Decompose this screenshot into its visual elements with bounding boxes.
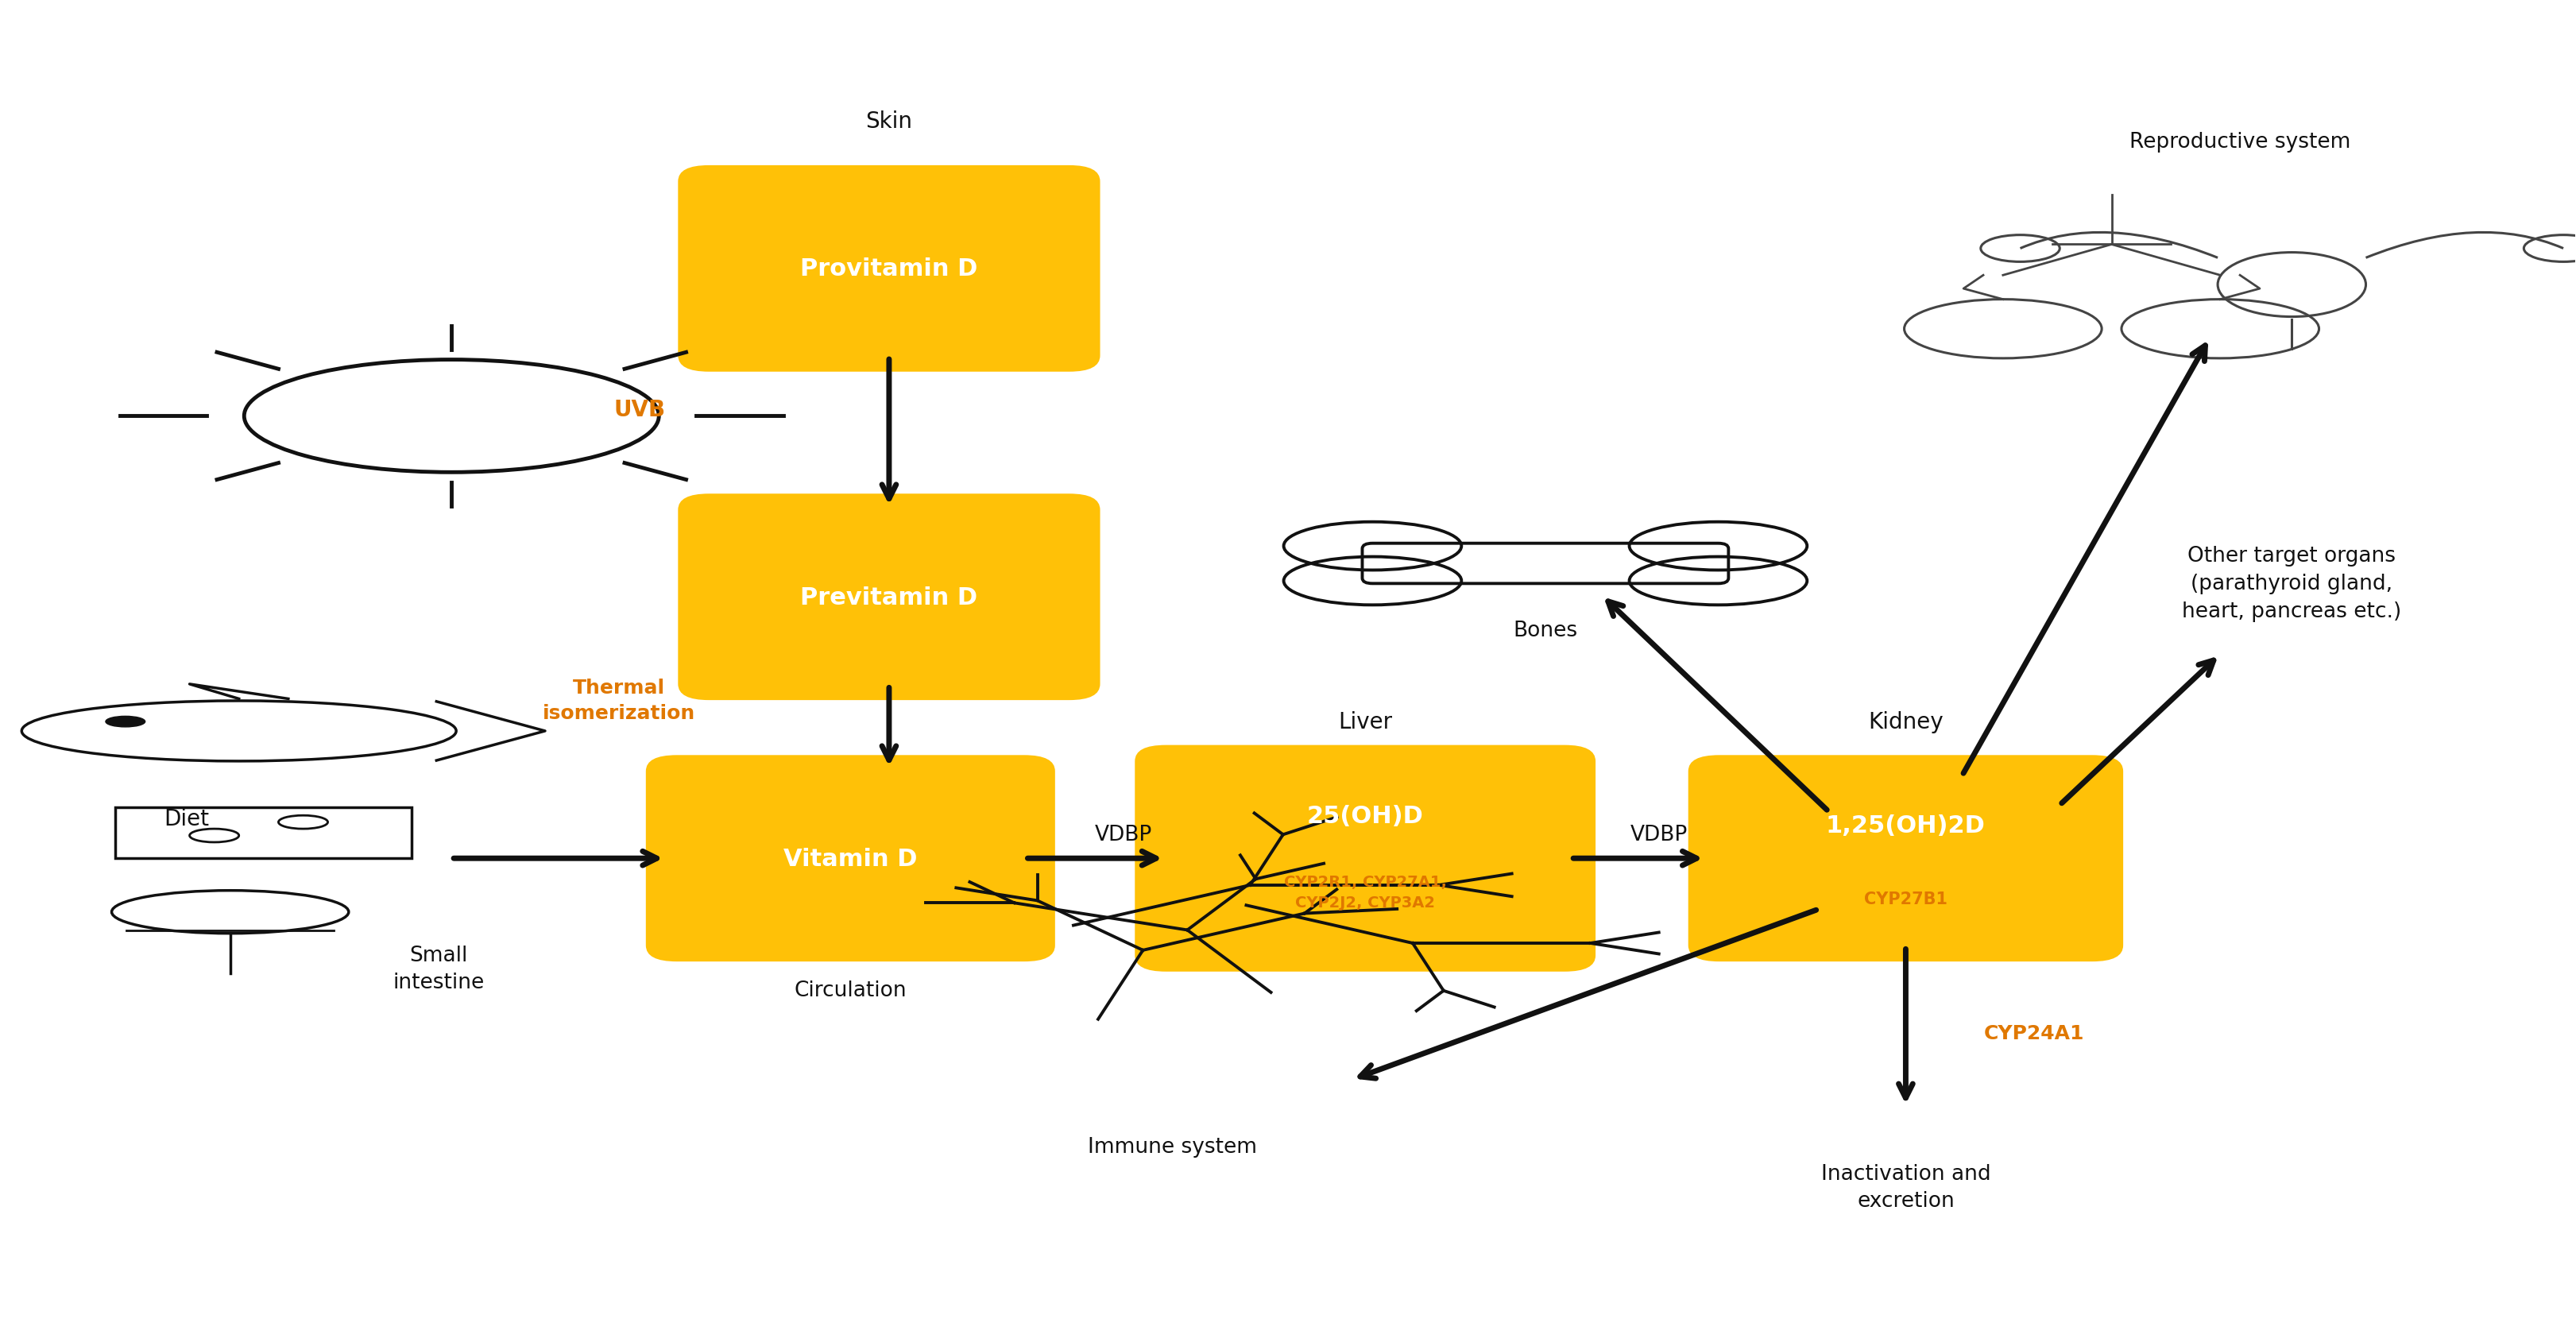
Text: VDBP: VDBP bbox=[1095, 824, 1151, 844]
Text: Thermal
isomerization: Thermal isomerization bbox=[544, 679, 696, 722]
Text: 1,25(OH)2D: 1,25(OH)2D bbox=[1826, 813, 1986, 836]
Text: Diet: Diet bbox=[165, 808, 209, 829]
Text: Reproductive system: Reproductive system bbox=[2130, 132, 2352, 152]
Text: Liver: Liver bbox=[1337, 711, 1391, 733]
Text: VDBP: VDBP bbox=[1631, 824, 1687, 844]
Text: Bones: Bones bbox=[1512, 620, 1577, 641]
Text: Skin: Skin bbox=[866, 110, 912, 133]
FancyBboxPatch shape bbox=[1687, 756, 2123, 962]
Text: Other target organs
(parathyroid gland,
heart, pancreas etc.): Other target organs (parathyroid gland, … bbox=[2182, 546, 2401, 623]
Text: CYP24A1: CYP24A1 bbox=[1984, 1023, 2084, 1043]
Text: Vitamin D: Vitamin D bbox=[783, 847, 917, 870]
Text: Provitamin D: Provitamin D bbox=[801, 258, 979, 280]
Text: Small
intestine: Small intestine bbox=[394, 945, 484, 992]
FancyBboxPatch shape bbox=[677, 494, 1100, 701]
Text: Immune system: Immune system bbox=[1087, 1137, 1257, 1157]
Text: UVB: UVB bbox=[613, 399, 665, 421]
Text: Kidney: Kidney bbox=[1868, 711, 1942, 733]
FancyBboxPatch shape bbox=[647, 756, 1056, 962]
Text: CYP27B1: CYP27B1 bbox=[1865, 891, 1947, 907]
Text: Circulation: Circulation bbox=[793, 980, 907, 1000]
Text: Inactivation and
excretion: Inactivation and excretion bbox=[1821, 1164, 1991, 1210]
FancyBboxPatch shape bbox=[677, 166, 1100, 372]
FancyBboxPatch shape bbox=[1136, 745, 1595, 972]
Text: Previtamin D: Previtamin D bbox=[801, 586, 979, 609]
Text: CYP2R1, CYP27A1,
CYP2J2, CYP3A2: CYP2R1, CYP27A1, CYP2J2, CYP3A2 bbox=[1283, 874, 1448, 910]
Ellipse shape bbox=[106, 717, 144, 727]
Text: 25(OH)D: 25(OH)D bbox=[1306, 804, 1425, 827]
